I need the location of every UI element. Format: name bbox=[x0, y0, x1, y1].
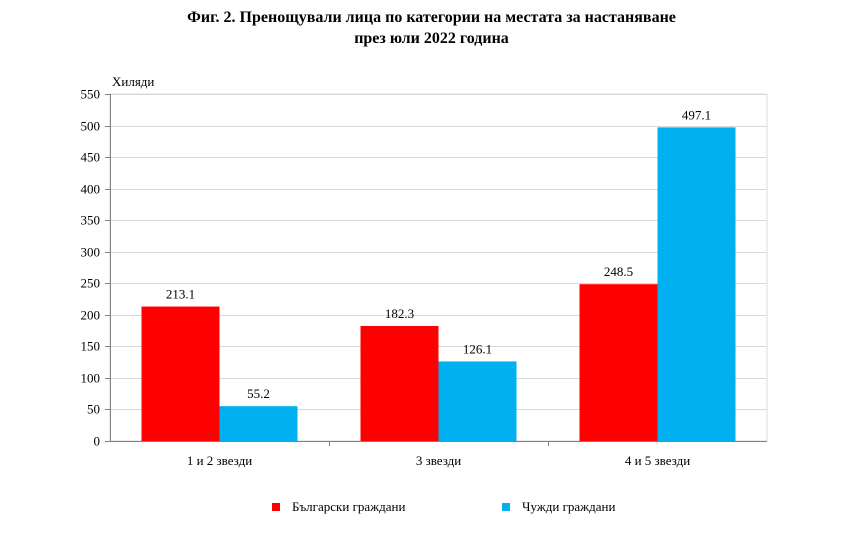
legend-swatch-bulgarian bbox=[272, 503, 280, 511]
labels: 0 50 100 150 200 250 300 350 400 450 500 550 Хиляди 2… bbox=[81, 74, 712, 468]
legend-swatch-foreign bbox=[502, 503, 510, 511]
x-category-label-1: 3 звезди bbox=[416, 453, 461, 468]
bar-bulgarian-1 bbox=[360, 325, 439, 441]
data-label-foreign-1: 126.1 bbox=[463, 341, 492, 356]
y-tick-label-50: 50 bbox=[87, 402, 100, 417]
data-label-bulgarian-2: 248.5 bbox=[604, 264, 633, 279]
data-label-foreign-0: 55.2 bbox=[247, 386, 270, 401]
bar-bulgarian-0 bbox=[141, 306, 220, 441]
y-tick-label-150: 150 bbox=[81, 339, 101, 354]
y-tick-label-100: 100 bbox=[81, 371, 101, 386]
legend: Български граждани Чужди граждани bbox=[0, 499, 863, 519]
y-tick-label-550: 550 bbox=[81, 87, 101, 102]
y-tick-label-300: 300 bbox=[81, 245, 101, 260]
legend-item-foreign: Чужди граждани bbox=[502, 499, 615, 515]
y-tick-label-350: 350 bbox=[81, 213, 101, 228]
y-tick-label-250: 250 bbox=[81, 276, 101, 291]
legend-label-bulgarian: Български граждани bbox=[292, 499, 406, 514]
bar-foreign-0 bbox=[219, 406, 298, 441]
axes bbox=[105, 94, 767, 446]
data-label-bulgarian-0: 213.1 bbox=[166, 287, 195, 302]
bar-foreign-1 bbox=[438, 361, 517, 441]
y-tick-label-450: 450 bbox=[81, 150, 101, 165]
y-axis-label: Хиляди bbox=[112, 74, 154, 89]
bar-foreign-2 bbox=[657, 127, 736, 441]
x-category-label-2: 4 и 5 звезди bbox=[625, 453, 690, 468]
chart-title-line-2: през юли 2022 година bbox=[354, 30, 509, 47]
y-tick-label-500: 500 bbox=[81, 119, 101, 134]
legend-item-bulgarian: Български граждани bbox=[272, 499, 405, 515]
data-label-foreign-2: 497.1 bbox=[682, 107, 711, 122]
bars bbox=[141, 127, 736, 441]
chart-title-line-1: Фиг. 2. Пренощували лица по категории на… bbox=[187, 9, 676, 26]
bar-bulgarian-2 bbox=[579, 284, 658, 441]
data-label-bulgarian-1: 182.3 bbox=[385, 306, 414, 321]
chart-title: Фиг. 2. Пренощували лица по категории на… bbox=[0, 7, 863, 49]
y-tick-label-200: 200 bbox=[81, 308, 101, 323]
y-tick-label-0: 0 bbox=[94, 434, 101, 449]
y-tick-label-400: 400 bbox=[81, 182, 101, 197]
x-category-label-0: 1 и 2 звезди bbox=[187, 453, 252, 468]
legend-label-foreign: Чужди граждани bbox=[522, 499, 616, 514]
